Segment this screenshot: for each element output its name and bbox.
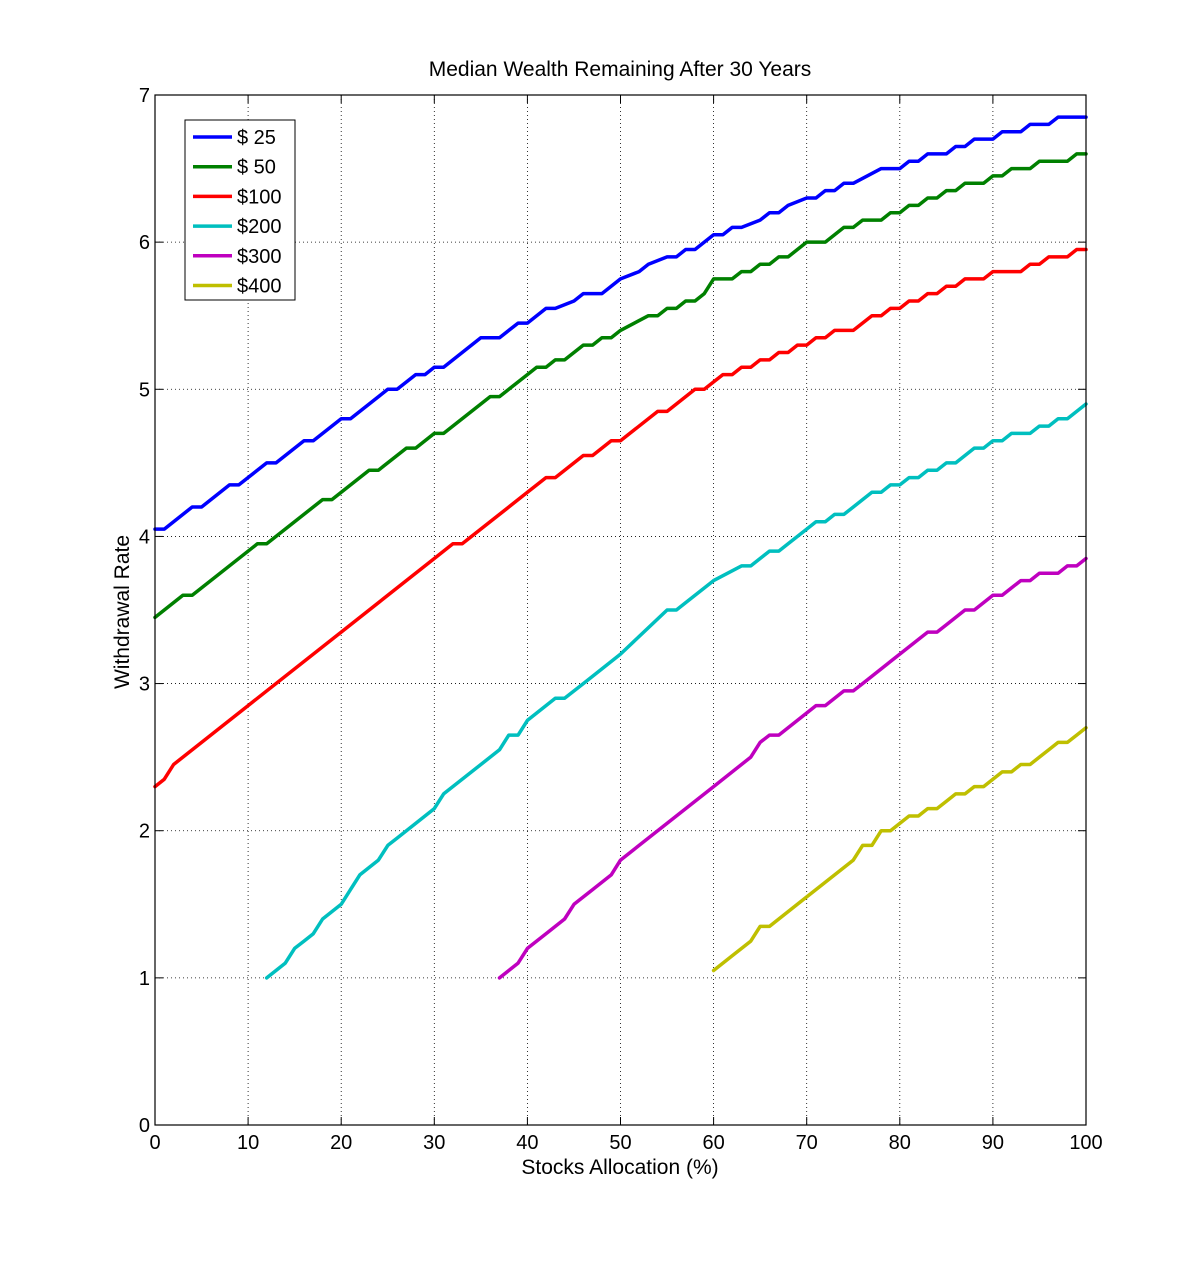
legend-label-2: $ 50 xyxy=(237,157,276,179)
y-tick-label: 0 xyxy=(139,1115,150,1137)
x-tick-label: 40 xyxy=(516,1132,538,1154)
legend-label-1: $ 25 xyxy=(237,127,276,149)
x-tick-label: 90 xyxy=(982,1132,1004,1154)
y-tick-label: 7 xyxy=(139,85,150,107)
x-axis-title: Stocks Allocation (%) xyxy=(521,1156,718,1179)
y-tick-label: 6 xyxy=(139,232,150,254)
series-line-1 xyxy=(153,115,1088,531)
x-tick-label: 60 xyxy=(702,1132,724,1154)
series-line-6 xyxy=(711,725,1088,973)
chart-title: Median Wealth Remaining After 30 Years xyxy=(429,58,812,81)
plot-area xyxy=(155,95,1086,1125)
series-line-5 xyxy=(497,556,1088,980)
y-tick-label: 4 xyxy=(139,526,150,548)
x-tick-label: 0 xyxy=(149,1132,160,1154)
y-tick-label: 3 xyxy=(139,674,150,696)
y-tick-labels: 0 1 2 3 4 5 6 7 xyxy=(139,85,150,1137)
legend-label-5: $300 xyxy=(237,246,282,268)
legend-label-6: $400 xyxy=(237,276,282,298)
y-tick-label: 2 xyxy=(139,821,150,843)
y-axis-title: Withdrawal Rate xyxy=(111,535,134,689)
legend-label-4: $200 xyxy=(237,216,282,238)
x-tick-label: 70 xyxy=(796,1132,818,1154)
x-tick-label: 30 xyxy=(423,1132,445,1154)
legend-label-3: $100 xyxy=(237,186,282,208)
x-tick-label: 100 xyxy=(1069,1132,1102,1154)
series-line-3 xyxy=(153,247,1088,789)
y-tick-label: 5 xyxy=(139,379,150,401)
x-tick-label: 20 xyxy=(330,1132,352,1154)
x-tick-label: 50 xyxy=(609,1132,631,1154)
x-tick-label: 10 xyxy=(237,1132,259,1154)
legend: $ 25 $ 50 $100 $200 $300 $400 xyxy=(184,119,296,301)
series-lines xyxy=(153,115,1088,980)
x-tick-label: 80 xyxy=(889,1132,911,1154)
axis-ticks xyxy=(154,94,1087,1126)
legend-box xyxy=(184,119,296,301)
series-line-2 xyxy=(153,152,1088,620)
x-tick-labels: 0 10 20 30 40 50 60 70 80 90 100 xyxy=(149,1132,1102,1154)
series-line-4 xyxy=(264,402,1088,980)
y-tick-label: 1 xyxy=(139,968,150,990)
